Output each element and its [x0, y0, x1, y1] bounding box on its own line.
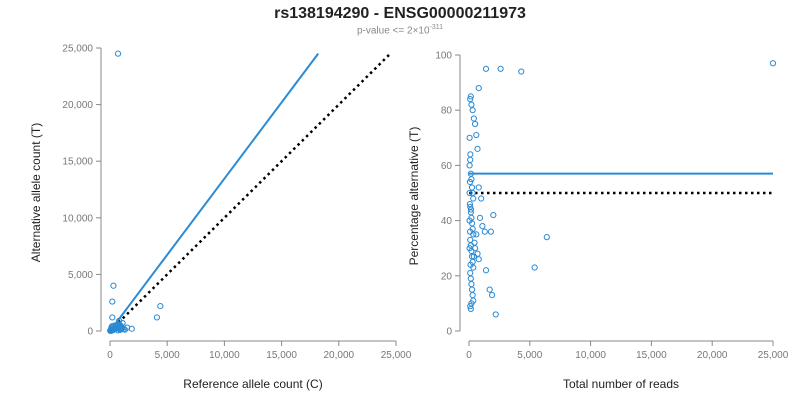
right-data-point	[467, 275, 474, 282]
right-data-point	[473, 231, 480, 238]
right-data-point	[487, 228, 494, 235]
right-data-point	[466, 228, 474, 235]
right-data-point	[466, 217, 473, 224]
right-data-point	[479, 223, 486, 230]
right-data-point	[474, 250, 481, 257]
left-data-point	[109, 298, 116, 305]
right-data-point	[467, 261, 474, 268]
right-data-point	[474, 145, 481, 152]
right-data-point	[467, 93, 474, 100]
right-y-tick-label: 80	[441, 106, 453, 117]
chart-title: rs138194290 - ENSG00000211973	[274, 5, 526, 22]
right-data-point	[475, 256, 482, 263]
right-data-point	[482, 267, 490, 274]
right-data-point	[468, 286, 476, 293]
left-x-tick-label: 5,000	[155, 350, 180, 361]
right-data-point	[475, 184, 482, 191]
right-y-tick-label: 100	[435, 51, 452, 62]
left-data-point	[157, 302, 164, 310]
right-data-point	[470, 195, 477, 202]
right-y-tick-label: 20	[441, 271, 453, 282]
right-data-point	[497, 65, 504, 72]
right-data-point	[482, 65, 490, 72]
left-data-point	[121, 326, 128, 333]
left-data-point	[107, 327, 114, 334]
right-x-tick-label: 15,000	[636, 350, 667, 361]
right-y-axis-label: Percentage alternative (T)	[407, 127, 421, 266]
right-y-tick-label: 60	[441, 161, 453, 172]
right-data-point	[467, 269, 474, 277]
pvalue-exponent: -311	[429, 24, 444, 31]
left-y-tick-label: 20,000	[62, 100, 93, 111]
left-fit-line	[109, 53, 320, 332]
right-data-point	[486, 286, 493, 293]
left-y-tick-label: 15,000	[62, 157, 93, 168]
left-data-point	[114, 50, 122, 57]
left-y-axis-label: Alternative allele count (T)	[29, 123, 43, 262]
left-data-point	[110, 282, 117, 289]
right-data-point	[531, 264, 538, 271]
right-x-tick-label: 10,000	[575, 350, 606, 361]
pvalue-base: 10	[418, 25, 430, 37]
right-data-point	[478, 195, 485, 202]
right-data-point	[467, 96, 474, 103]
right-data-point	[489, 292, 496, 299]
right-y-tick-label: 0	[446, 327, 452, 338]
right-data-point	[466, 189, 473, 197]
left-x-axis-label: Reference allele count (C)	[183, 377, 322, 391]
right-data-point	[469, 292, 476, 299]
right-data-point	[466, 200, 473, 208]
right-data-point	[467, 206, 475, 213]
left-x-tick-label: 25,000	[381, 350, 412, 361]
left-data-point	[128, 325, 135, 332]
right-x-tick-label: 0	[466, 350, 472, 361]
left-reference-line	[109, 52, 392, 332]
right-x-tick-label: 5,000	[517, 350, 542, 361]
right-data-point	[490, 211, 497, 219]
left-y-tick-label: 0	[87, 327, 93, 338]
right-data-point	[466, 178, 474, 186]
right-data-point	[468, 184, 476, 191]
right-data-point	[475, 85, 482, 92]
right-x-axis-label: Total number of reads	[563, 377, 679, 391]
right-data-point	[473, 131, 480, 139]
pvalue-times: ×	[412, 25, 419, 37]
left-data-point	[153, 314, 161, 321]
right-data-point	[492, 311, 499, 318]
left-data-point	[109, 314, 116, 321]
right-data-point	[468, 101, 475, 108]
left-x-tick-label: 15,000	[266, 350, 297, 361]
right-data-point	[471, 245, 479, 252]
left-y-tick-label: 25,000	[62, 44, 93, 55]
right-y-tick-label: 40	[441, 216, 453, 227]
left-x-tick-label: 10,000	[209, 350, 240, 361]
right-data-point	[481, 228, 488, 235]
left-data-point	[117, 326, 124, 333]
right-data-point	[469, 107, 476, 114]
right-x-tick-label: 25,000	[758, 350, 789, 361]
right-data-point	[476, 214, 484, 221]
right-x-tick-label: 20,000	[697, 350, 728, 361]
right-data-point	[470, 115, 477, 122]
right-data-point	[518, 68, 525, 75]
right-data-point	[468, 300, 475, 307]
right-data-point	[467, 151, 474, 158]
right-data-point	[471, 120, 479, 128]
left-x-tick-label: 0	[107, 350, 113, 361]
pvalue-prefix: p-value <= 2	[356, 25, 413, 37]
chart-subtitle: p-value <= 2×10-311	[0, 24, 800, 36]
right-data-point	[466, 162, 473, 169]
left-y-tick-label: 10,000	[62, 213, 93, 224]
right-data-point	[466, 134, 473, 141]
right-data-point	[543, 234, 550, 241]
right-data-point	[467, 156, 474, 163]
right-data-point	[468, 280, 475, 288]
right-data-point	[466, 245, 473, 252]
right-data-point	[471, 239, 478, 246]
left-x-tick-label: 20,000	[324, 350, 355, 361]
left-y-tick-label: 5,000	[68, 270, 93, 281]
right-data-point	[769, 60, 777, 67]
